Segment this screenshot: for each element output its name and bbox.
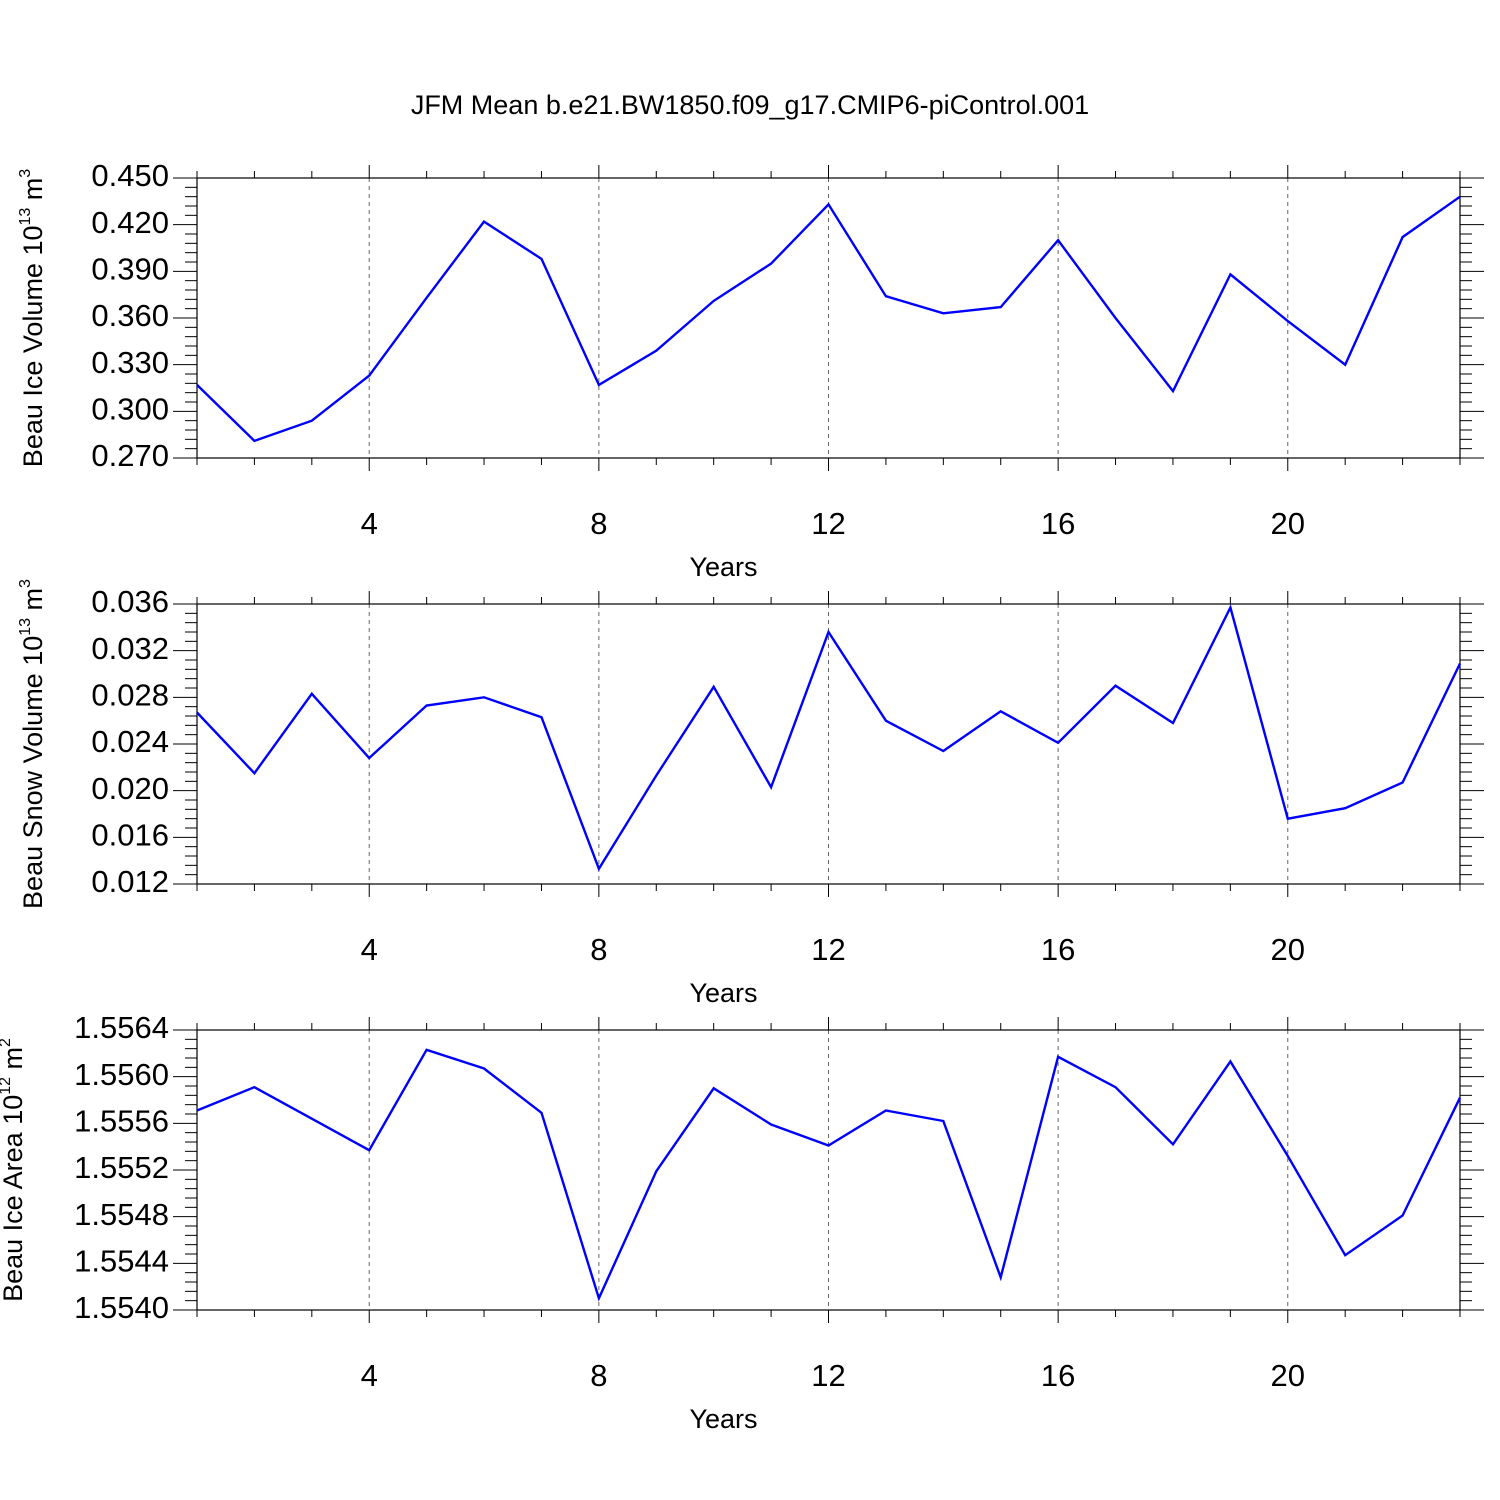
x-tick-label: 4 [361, 1358, 378, 1393]
series-line [196, 604, 1462, 872]
series-line [196, 1048, 1462, 1302]
figure-title: JFM Mean b.e21.BW1850.f09_g17.CMIP6-piCo… [411, 90, 1089, 120]
y-tick-label: 0.036 [91, 584, 169, 619]
x-tick-label: 16 [1041, 932, 1075, 967]
x-tick-label: 8 [590, 506, 607, 541]
y-axis-label: Beau Ice Area 1012 m2 [0, 1038, 28, 1302]
y-tick-label: 0.300 [91, 392, 169, 427]
y-tick-label: 0.016 [91, 818, 169, 853]
panel-1: 0.270 0.300 0.330 0.360 0.390 0.420 0.450 4 8 12 1… [17, 158, 1484, 582]
y-tick-label: 0.420 [91, 205, 169, 240]
x-tick-label: 8 [590, 932, 607, 967]
y-tick-label: 1.5556 [74, 1104, 169, 1139]
y-tick-label: 0.020 [91, 771, 169, 806]
x-tick-label: 16 [1041, 506, 1075, 541]
x-axis-label: Years [689, 978, 757, 1008]
x-tick-label: 12 [811, 1358, 845, 1393]
y-tick-label: 1.5544 [74, 1244, 169, 1279]
y-tick-label: 0.360 [91, 298, 169, 333]
y-tick-label: 0.330 [91, 345, 169, 380]
x-axis-label: Years [689, 552, 757, 582]
y-tick-label: 1.5564 [74, 1010, 169, 1045]
y-tick-label: 0.270 [91, 438, 169, 473]
y-tick-label: 1.5540 [74, 1290, 169, 1325]
x-tick-label: 8 [590, 1358, 607, 1393]
y-tick-label: 0.390 [91, 252, 169, 287]
x-tick-label: 12 [811, 506, 845, 541]
y-tick-label: 1.5552 [74, 1150, 169, 1185]
panel-2: 0.012 0.016 0.020 0.024 0.028 0.032 0.036 4 8 12 1… [17, 579, 1484, 1008]
y-tick-label: 0.024 [91, 724, 169, 759]
x-tick-label: 16 [1041, 1358, 1075, 1393]
y-tick-label: 0.450 [91, 158, 169, 193]
x-tick-label: 4 [361, 506, 378, 541]
x-tick-label: 20 [1271, 506, 1305, 541]
y-tick-label: 1.5548 [74, 1197, 169, 1232]
y-axis-label: Beau Snow Volume 1013 m3 [17, 579, 48, 909]
x-tick-label: 20 [1271, 1358, 1305, 1393]
y-tick-label: 1.5560 [74, 1057, 169, 1092]
y-tick-label: 0.028 [91, 678, 169, 713]
y-tick-label: 0.012 [91, 864, 169, 899]
series-line [196, 195, 1461, 443]
x-tick-label: 12 [811, 932, 845, 967]
panel-3: 1.5540 1.5544 1.5548 1.5552 1.5556 1.5560 1.55… [0, 1010, 1484, 1434]
y-axis-label: Beau Ice Volume 1013 m3 [17, 169, 48, 467]
y-tick-label: 0.032 [91, 631, 169, 666]
x-tick-label: 20 [1271, 932, 1305, 967]
x-tick-label: 4 [361, 932, 378, 967]
x-axis-label: Years [689, 1404, 757, 1434]
